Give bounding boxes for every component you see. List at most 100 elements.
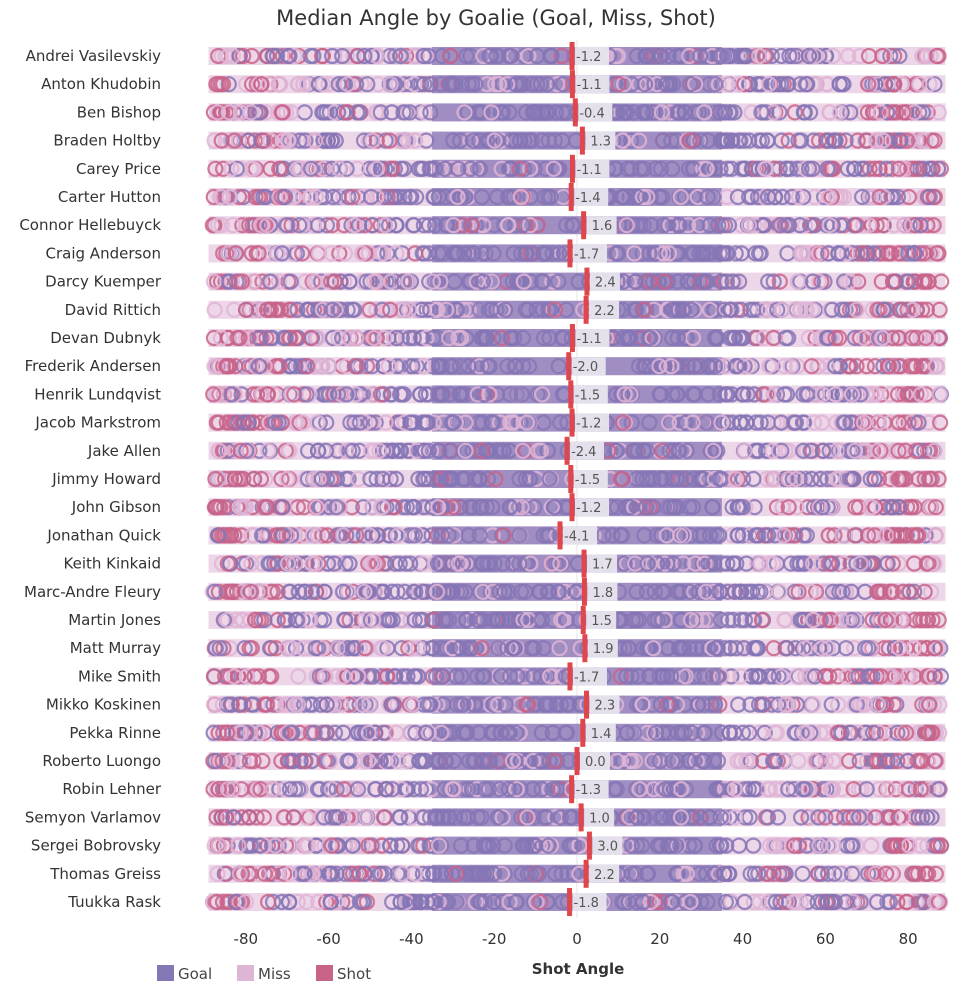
shot-point: [241, 752, 258, 770]
shot-point: [233, 386, 250, 403]
shot-point: [699, 188, 716, 206]
shot-point: [629, 809, 646, 826]
shot-point: [210, 724, 227, 741]
shot-point: [891, 132, 908, 149]
shot-point: [219, 752, 236, 770]
shot-point: [405, 499, 422, 516]
shot-point: [418, 329, 435, 347]
shot-point: [520, 752, 537, 770]
shot-point: [557, 583, 574, 600]
shot-point: [733, 358, 751, 375]
shot-point: [356, 583, 373, 600]
shot-point: [768, 499, 786, 516]
shot-point: [439, 583, 457, 600]
shot-point: [513, 499, 530, 516]
shot-point: [346, 668, 363, 685]
shot-point: [481, 386, 498, 403]
shot-point: [694, 611, 712, 629]
shot-point: [378, 442, 395, 459]
shot-point: [388, 358, 405, 375]
shot-point: [651, 752, 669, 770]
shot-point: [262, 273, 279, 290]
shot-point: [891, 499, 908, 516]
goalie-row: Ben Bishop -0.4: [77, 98, 947, 127]
shot-point: [432, 76, 449, 93]
shot-point: [318, 696, 335, 713]
median-marker: [569, 408, 575, 437]
shot-point: [496, 583, 513, 600]
goalie-label: Braden Holtby: [53, 132, 161, 150]
shot-point: [280, 47, 297, 65]
shot-point: [511, 527, 528, 544]
shot-point: [906, 583, 923, 600]
goalie-row: Pekka Rinne 1.4: [69, 718, 948, 747]
shot-point: [630, 358, 648, 375]
median-marker: [569, 154, 575, 183]
shot-point: [355, 499, 372, 516]
shot-point: [824, 583, 842, 600]
shot-point: [907, 358, 925, 375]
shot-point: [221, 188, 238, 206]
shot-point: [734, 329, 752, 347]
shot-point: [716, 301, 733, 318]
shot-point: [850, 809, 868, 826]
median-label-box: [573, 470, 608, 488]
shot-point: [928, 47, 946, 65]
shot-point: [837, 583, 854, 600]
goalie-row: Keith Kinkaid 1.7: [64, 549, 946, 578]
shot-point: [455, 301, 472, 318]
shot-point: [690, 583, 707, 600]
shot-point: [625, 104, 642, 121]
shot-point: [305, 358, 322, 375]
shot-point: [493, 668, 510, 685]
median-label-box: [575, 498, 610, 517]
shot-point: [319, 527, 336, 544]
shot-point: [344, 188, 361, 206]
shot-point: [474, 583, 491, 600]
shot-point: [270, 414, 287, 431]
shot-point: [930, 104, 947, 121]
shot-point: [285, 752, 302, 770]
shot-point: [541, 527, 558, 544]
shot-point: [677, 104, 694, 121]
shot-point: [243, 76, 261, 93]
shot-point: [750, 696, 768, 713]
shot-point: [880, 640, 897, 657]
shot-point: [805, 499, 823, 516]
median-label-box: [587, 639, 618, 658]
shot-point: [670, 245, 687, 262]
shot-point: [310, 217, 327, 234]
shot-point: [726, 724, 743, 741]
shot-point: [889, 752, 906, 770]
shot-point: [384, 611, 401, 629]
shot-point: [696, 555, 713, 572]
shot-point: [383, 696, 400, 713]
shot-point: [766, 527, 784, 544]
shot-point: [308, 499, 325, 516]
shot-point: [324, 47, 341, 65]
shot-point: [803, 640, 820, 657]
shot-point: [422, 809, 439, 826]
shot-point: [312, 696, 329, 713]
shot-point: [478, 555, 496, 572]
shot-point: [878, 527, 895, 544]
shot-point: [756, 724, 773, 741]
shot-point: [378, 273, 395, 290]
shot-point: [445, 132, 462, 149]
shot-point: [813, 640, 830, 657]
shot-point: [471, 358, 488, 375]
shot-point: [224, 752, 241, 770]
shot-point: [730, 527, 747, 544]
shot-point: [926, 132, 943, 149]
shot-point: [487, 470, 504, 488]
shot-point: [810, 245, 827, 262]
shot-point: [287, 640, 305, 657]
shot-point: [552, 414, 569, 431]
shot-point: [656, 555, 674, 572]
shot-point: [418, 781, 435, 798]
shot-point: [429, 555, 446, 572]
shot-point: [490, 809, 507, 826]
shot-point: [493, 160, 510, 177]
shot-point: [782, 160, 799, 177]
shot-point: [265, 781, 282, 798]
